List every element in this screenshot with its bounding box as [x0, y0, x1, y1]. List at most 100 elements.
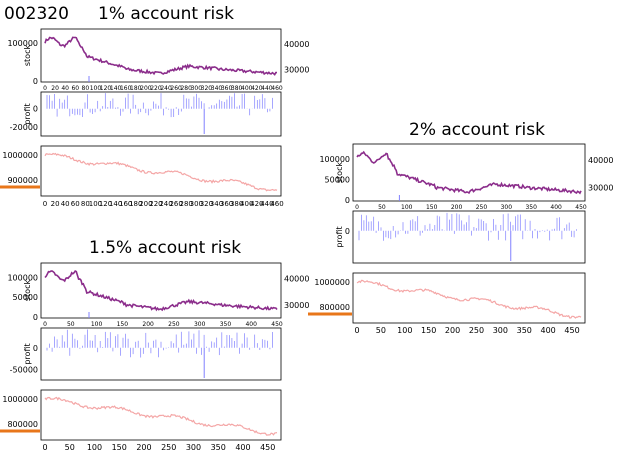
equity-ytick-a-1: 900000: [7, 176, 38, 185]
equity-xtick-b-5: 250: [469, 326, 484, 335]
stock-xtick-b-4: 200: [451, 204, 463, 211]
stock-xtick-a-18: 360: [221, 85, 233, 92]
equity-xtick-a-0: 0: [43, 200, 47, 208]
equity-xtick-c-8: 400: [235, 443, 250, 452]
equity-xtick-a-18: 360: [220, 200, 233, 208]
stock-xtick-c-1: 50: [67, 321, 75, 328]
stock-xtick-a-9: 180: [130, 85, 142, 92]
stock-ylabel-b: stock: [335, 162, 344, 184]
stock-xtick-c-0: 0: [43, 321, 47, 328]
stock-xtick-a-3: 60: [71, 85, 79, 92]
profit-ytick-a-0: 0: [33, 105, 38, 114]
equity-xtick-a-16: 320: [200, 200, 213, 208]
equity-ytick-a-0: 1000000: [2, 151, 38, 160]
stock-line-b: [356, 150, 582, 195]
equity-xtick-b-4: 200: [445, 326, 460, 335]
stock-ylabel-c: stock: [23, 280, 32, 302]
profit-panel-c: [40, 327, 282, 381]
stock-xtick-a-0: 0: [43, 85, 47, 92]
stock-xtick-c-3: 150: [117, 321, 129, 328]
stock-ytick-left-c-1: 50000: [13, 293, 38, 302]
equity-ytick-b-1: 800000: [319, 303, 350, 312]
stock-ytick-right-c-1: 30000: [284, 301, 309, 310]
equity-xtick-a-11: 220: [149, 200, 162, 208]
equity-xtick-a-14: 280: [180, 200, 193, 208]
stock-xtick-c-5: 250: [168, 321, 180, 328]
stock-xtick-b-1: 50: [378, 204, 386, 211]
stock-xtick-a-12: 240: [160, 85, 172, 92]
equity-xtick-c-6: 300: [186, 443, 201, 452]
stock-ytick-left-c-0: 0: [33, 313, 38, 322]
stock-xtick-c-8: 400: [245, 321, 257, 328]
equity-ytick-c-0: 1000000: [2, 395, 38, 404]
stock-line-a: [44, 36, 277, 76]
equity-xtick-b-9: 450: [564, 326, 579, 335]
stock-ytick-right-b-0: 40000: [588, 156, 613, 165]
stock-xtick-a-1: 20: [51, 85, 59, 92]
equity-xtick-a-8: 160: [119, 200, 132, 208]
equity-xtick-a-2: 40: [61, 200, 70, 208]
profit-ylabel-c: profit: [23, 343, 32, 364]
stock-xtick-a-17: 340: [211, 85, 223, 92]
equity-xtick-c-0: 0: [42, 443, 47, 452]
equity-ytick-c-1: 800000: [7, 420, 38, 429]
profit-panel-b: [352, 210, 586, 264]
profit-panel-a: [40, 91, 282, 137]
equity-xtick-b-8: 400: [541, 326, 556, 335]
equity-xtick-c-9: 450: [260, 443, 275, 452]
equity-xtick-c-1: 50: [65, 443, 75, 452]
equity-xtick-c-5: 250: [161, 443, 176, 452]
equity-xtick-a-3: 60: [71, 200, 80, 208]
equity-ytick-b-0: 1000000: [314, 278, 350, 287]
stock-xtick-a-4: 80: [82, 85, 90, 92]
equity-line-b: [356, 279, 582, 319]
stock-xtick-a-5: 100: [90, 85, 102, 92]
stock-xtick-a-21: 420: [251, 85, 263, 92]
equity-xtick-b-3: 150: [421, 326, 436, 335]
chart-title-1-5pct: 1.5% account risk: [89, 238, 242, 258]
stock-ytick-left-b-0: 0: [345, 196, 350, 205]
stock-xtick-a-7: 140: [110, 85, 122, 92]
equity-xtick-c-3: 150: [112, 443, 127, 452]
equity-panel-c: [40, 389, 282, 441]
equity-xtick-a-21: 420: [250, 200, 263, 208]
stock-xtick-a-22: 440: [261, 85, 273, 92]
stock-xtick-a-8: 160: [120, 85, 132, 92]
equity-xtick-a-6: 120: [99, 200, 112, 208]
chart-title-1pct: 1% account risk: [98, 4, 234, 24]
stock-ylabel-a: stock: [23, 45, 32, 67]
equity-xtick-a-19: 380: [230, 200, 243, 208]
stock-xtick-b-8: 400: [550, 204, 562, 211]
equity-xtick-a-4: 80: [81, 200, 90, 208]
stock-xtick-a-10: 200: [140, 85, 152, 92]
profit-ytick-b-0: 0: [345, 227, 350, 236]
stock-ytick-left-c-2: 100000: [7, 273, 38, 282]
equity-xtick-a-7: 140: [109, 200, 122, 208]
stock-xtick-b-7: 350: [525, 204, 537, 211]
stock-xtick-a-14: 280: [180, 85, 192, 92]
stock-xtick-a-6: 120: [100, 85, 112, 92]
equity-xtick-b-2: 100: [397, 326, 412, 335]
equity-xtick-a-1: 20: [51, 200, 60, 208]
equity-xtick-b-6: 300: [493, 326, 508, 335]
stock-xtick-a-13: 260: [170, 85, 182, 92]
stock-ytick-right-a-0: 40000: [284, 40, 309, 49]
equity-line-a: [44, 152, 278, 192]
stock-xtick-c-2: 100: [91, 321, 103, 328]
stock-ytick-right-b-1: 30000: [588, 183, 613, 192]
stock-xtick-b-6: 300: [501, 204, 513, 211]
stock-ytick-left-b-1: 50000: [325, 175, 350, 184]
equity-xtick-b-7: 350: [517, 326, 532, 335]
stock-xtick-c-4: 200: [142, 321, 154, 328]
stock-panel-a: [40, 28, 282, 83]
stock-xtick-b-0: 0: [355, 204, 359, 211]
stock-xtick-a-20: 400: [241, 85, 253, 92]
stock-ytick-left-b-2: 100000: [319, 155, 350, 164]
equity-xtick-a-9: 180: [129, 200, 142, 208]
equity-xtick-a-22: 440: [260, 200, 273, 208]
equity-xtick-c-7: 350: [211, 443, 226, 452]
stock-ytick-right-a-1: 30000: [284, 65, 309, 74]
stock-xtick-b-3: 150: [426, 204, 438, 211]
profit-ytick-c-0: 0: [33, 344, 38, 353]
